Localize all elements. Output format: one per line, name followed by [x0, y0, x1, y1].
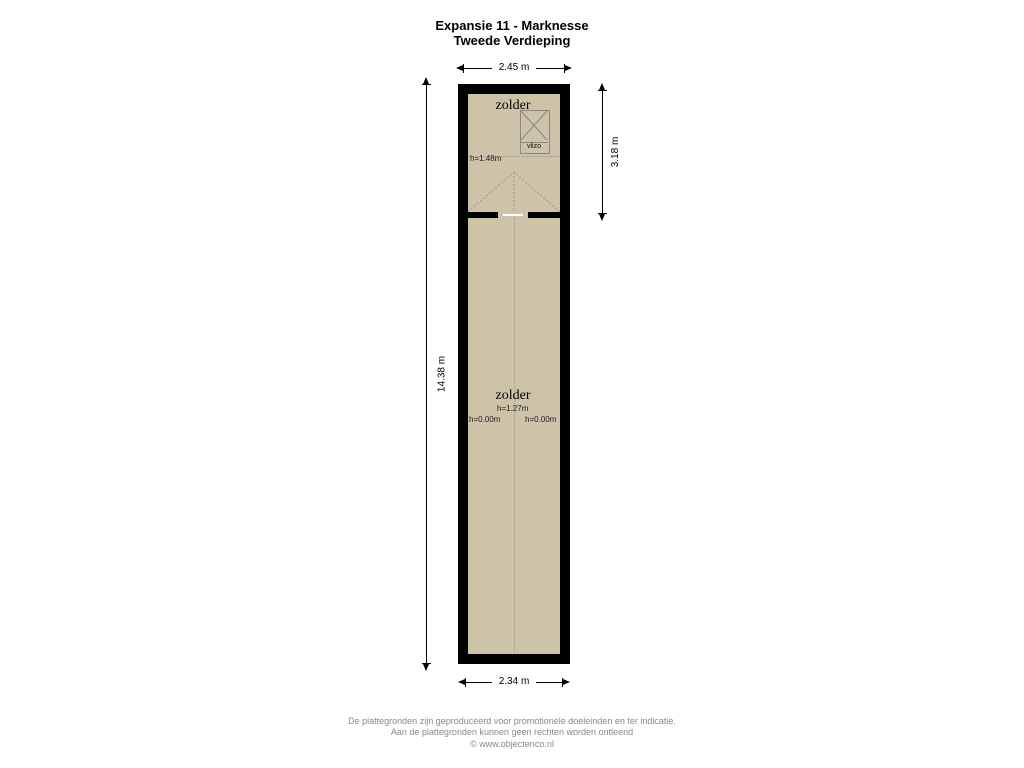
page-subtitle: Tweede Verdieping	[0, 33, 1024, 48]
footer-line3: © www.objectenco.nl	[470, 739, 554, 749]
dimension-left-value: 14.38 m	[437, 352, 448, 396]
room-label-upper: zolder	[483, 98, 543, 114]
dimension-top-value: 2.45 m	[492, 62, 536, 73]
door-icon	[503, 214, 523, 216]
room-label-lower: zolder	[483, 388, 543, 404]
height-label-left: h=0.00m	[469, 415, 500, 424]
dimension-left: 14.38 m	[426, 84, 427, 664]
page-title: Expansie 11 - Marknesse	[0, 18, 1024, 33]
dimension-bottom: 2.34 m	[465, 682, 563, 683]
footer-disclaimer: De plattegronden zijn geproduceerd voor …	[0, 716, 1024, 750]
height-label-center: h=1.27m	[497, 404, 528, 413]
footer-line1: De plattegronden zijn geproduceerd voor …	[348, 716, 676, 726]
ridge-line	[514, 218, 515, 654]
dimension-right: 3.18 m	[602, 90, 603, 214]
dimension-top: 2.45 m	[463, 68, 565, 69]
height-label-right: h=0.00m	[525, 415, 556, 424]
footer-line2: Aan de plattegronden kunnen geen rechten…	[391, 727, 633, 737]
dimension-right-value: 3.18 m	[610, 133, 621, 172]
dimension-bottom-value: 2.34 m	[492, 676, 536, 687]
vlizo-label: vlizo	[520, 142, 548, 153]
height-label-upper: h=1.48m	[470, 154, 501, 163]
